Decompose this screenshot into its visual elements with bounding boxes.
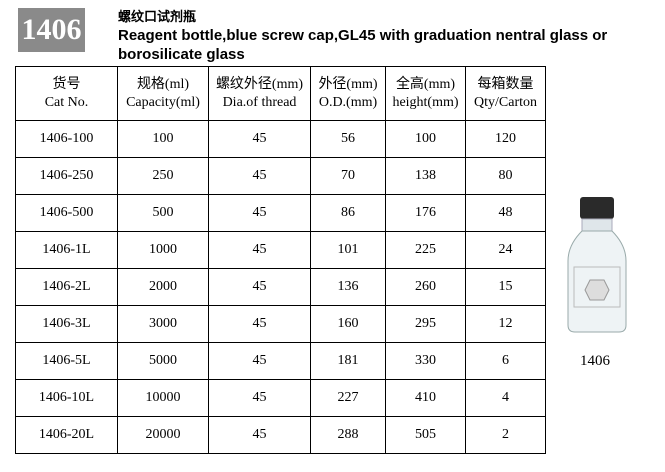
cell: 100 (117, 120, 209, 158)
cell: 225 (385, 231, 466, 269)
cell: 45 (208, 416, 311, 454)
cell: 1406-2L (15, 268, 118, 306)
cell: 45 (208, 231, 311, 269)
cell: 12 (465, 305, 546, 343)
cell: 1406-500 (15, 194, 118, 232)
cell: 1406-250 (15, 157, 118, 195)
cell: 3000 (117, 305, 209, 343)
cell: 1406-1L (15, 231, 118, 269)
cell: 45 (208, 342, 311, 380)
cell: 20000 (117, 416, 209, 454)
cell: 70 (310, 157, 386, 195)
column-header: 每箱数量 Qty/Carton (465, 66, 546, 121)
table-row: 1406-100 100 45 56 100 120 (15, 120, 546, 158)
table-row: 1406-250 250 45 70 138 80 (15, 157, 546, 195)
header-text: 每箱数量 (477, 76, 534, 92)
cell: 295 (385, 305, 466, 343)
title-en: Reagent bottle,blue screw cap,GL45 with … (118, 27, 608, 44)
cell: 80 (465, 157, 546, 195)
image-caption: 1406 (580, 353, 610, 369)
column-header: 规格(ml) Capacity(ml) (117, 66, 209, 121)
cell: 1406-100 (15, 120, 118, 158)
cell: 2 (465, 416, 546, 454)
cell: 260 (385, 268, 466, 306)
column-header: 螺纹外径(mm) Dia.of thread (208, 66, 311, 121)
header-text: 全高(mm) (395, 76, 456, 92)
table-row: 1406-2L 2000 45 136 260 15 (15, 268, 546, 306)
cell: 250 (117, 157, 209, 195)
cell: 1406-3L (15, 305, 118, 343)
cell: 101 (310, 231, 386, 269)
cell: 48 (465, 194, 546, 232)
cell: 10000 (117, 379, 209, 417)
cell: 45 (208, 379, 311, 417)
header-text: Qty/Carton (474, 94, 537, 110)
cell: 138 (385, 157, 466, 195)
column-header: 货号 Cat No. (15, 66, 118, 121)
cell: 160 (310, 305, 386, 343)
cell: 1406-10L (15, 379, 118, 417)
cell: 176 (385, 194, 466, 232)
cell: 6 (465, 342, 546, 380)
table-row: 1406-1L 1000 45 101 225 24 (15, 231, 546, 269)
cell: 45 (208, 157, 311, 195)
cell: 15 (465, 268, 546, 306)
cell: 410 (385, 379, 466, 417)
cell: 100 (385, 120, 466, 158)
header-text: Cat No. (44, 94, 89, 110)
cell: 45 (208, 305, 311, 343)
cell: 505 (385, 416, 466, 454)
cell: 5000 (117, 342, 209, 380)
table-row: 1406-10L 10000 45 227 410 4 (15, 379, 546, 417)
header-text: height(mm) (392, 94, 459, 110)
cell: 120 (465, 120, 546, 158)
cell: 45 (208, 268, 311, 306)
spec-table: 货号 Cat No. 规格(ml) Capacity(ml) 螺纹外径(mm) Dia.o… (15, 66, 546, 454)
cell: 45 (208, 120, 311, 158)
cell: 1000 (117, 231, 209, 269)
column-header: 外径(mm) O.D.(mm) (310, 66, 386, 121)
cell: 227 (310, 379, 386, 417)
cell: 24 (465, 231, 546, 269)
cell: 56 (310, 120, 386, 158)
cell: 181 (310, 342, 386, 380)
cell: 500 (117, 194, 209, 232)
table-row: 1406-3L 3000 45 160 295 12 (15, 305, 546, 343)
cell: 1406-5L (15, 342, 118, 380)
header-text: 规格(ml) (136, 76, 190, 92)
title-cn: 螺纹口试剂瓶 (118, 9, 197, 24)
cell: 1406-20L (15, 416, 118, 454)
title-en: borosilicate glass (118, 46, 245, 63)
cell: 330 (385, 342, 466, 380)
table-row: 1406-500 500 45 86 176 48 (15, 194, 546, 232)
cell: 288 (310, 416, 386, 454)
product-code: 1406 (18, 8, 85, 52)
header-text: 外径(mm) (318, 76, 378, 92)
cell: 136 (310, 268, 386, 306)
cell: 86 (310, 194, 386, 232)
table-row: 1406-20L 20000 45 288 505 2 (15, 416, 546, 454)
cell: 4 (465, 379, 546, 417)
cell: 45 (208, 194, 311, 232)
header-text: Capacity(ml) (126, 94, 200, 110)
bottle-image (567, 197, 627, 333)
header-text: 螺纹外径(mm) (215, 76, 304, 92)
cell: 2000 (117, 268, 209, 306)
header-text: O.D.(mm) (318, 94, 378, 110)
table-row: 1406-5L 5000 45 181 330 6 (15, 342, 546, 380)
header-text: Dia.of thread (222, 94, 297, 110)
header-text: 货号 (52, 76, 81, 92)
column-header: 全高(mm) height(mm) (385, 66, 466, 121)
